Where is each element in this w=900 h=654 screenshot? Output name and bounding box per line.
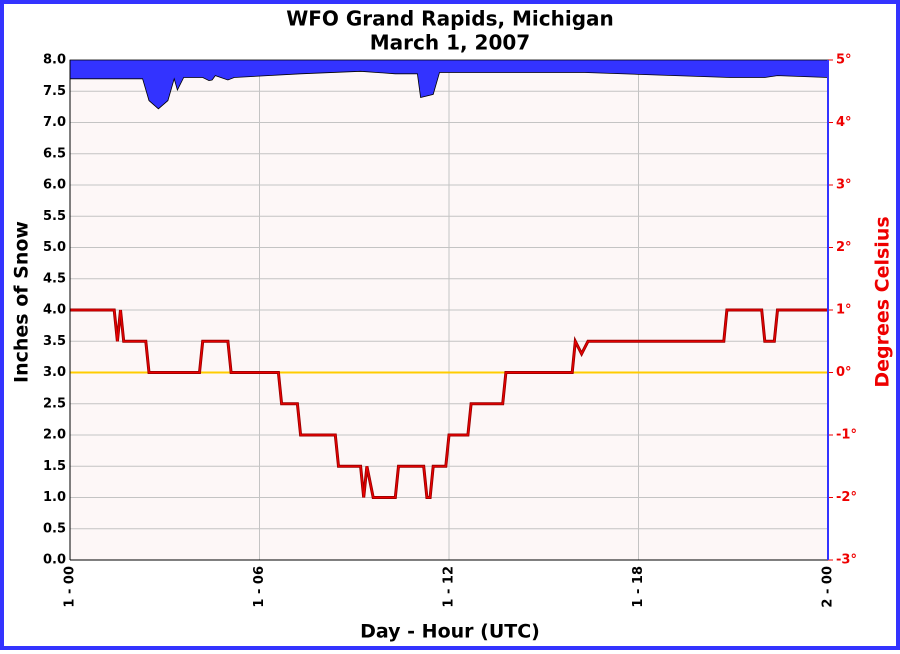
- x-tick-label: 1 - 06: [252, 566, 267, 608]
- y-tick-label: 7.0: [43, 115, 66, 130]
- y-tick-label: 4.0: [43, 303, 66, 318]
- x-axis-title: Day - Hour (UTC): [360, 621, 540, 643]
- y-tick-label: 6.5: [43, 146, 66, 161]
- y-tick-label: 2.0: [43, 428, 66, 443]
- y-tick-label: 1.5: [43, 459, 66, 474]
- y-tick-label: 8.0: [43, 53, 66, 68]
- y2-tick-label: 1°: [836, 303, 852, 318]
- y-tick-label: 6.0: [43, 178, 66, 193]
- y-tick-label: 5.0: [43, 240, 66, 255]
- y2-tick-label: 2°: [836, 240, 852, 255]
- x-tick-label: 1 - 12: [442, 566, 457, 608]
- y-tick-label: 4.5: [43, 271, 66, 286]
- y2-tick-label: 4°: [836, 115, 852, 130]
- y-tick-label: 3.5: [43, 334, 66, 349]
- y-tick-label: 5.5: [43, 209, 66, 224]
- chart-subtitle: March 1, 2007: [370, 31, 530, 55]
- chart-title: WFO Grand Rapids, Michigan: [286, 7, 614, 31]
- snow-area: [69, 59, 829, 110]
- y2-tick-label: -3°: [836, 553, 857, 568]
- y2-tick-label: 5°: [836, 53, 852, 68]
- x-tick-label: 1 - 00: [63, 566, 78, 608]
- y-tick-label: 2.5: [43, 396, 66, 411]
- y2-axis-title: Degrees Celsius: [872, 216, 894, 387]
- y-tick-label: 0.5: [43, 521, 66, 536]
- temperature-line-core: [70, 309, 828, 499]
- x-tick-label: 1 - 18: [631, 566, 646, 608]
- y-tick-label: 7.5: [43, 84, 66, 99]
- y2-tick-label: 3°: [836, 178, 852, 193]
- x-tick-label: 2 - 00: [821, 566, 836, 608]
- y-axis-title: Inches of Snow: [11, 221, 33, 383]
- y2-tick-label: -2°: [836, 490, 857, 505]
- y-tick-label: 0.0: [43, 553, 66, 568]
- y-tick-label: 3.0: [43, 365, 66, 380]
- y-tick-label: 1.0: [43, 490, 66, 505]
- y2-tick-label: 0°: [836, 365, 852, 380]
- y2-tick-label: -1°: [836, 428, 857, 443]
